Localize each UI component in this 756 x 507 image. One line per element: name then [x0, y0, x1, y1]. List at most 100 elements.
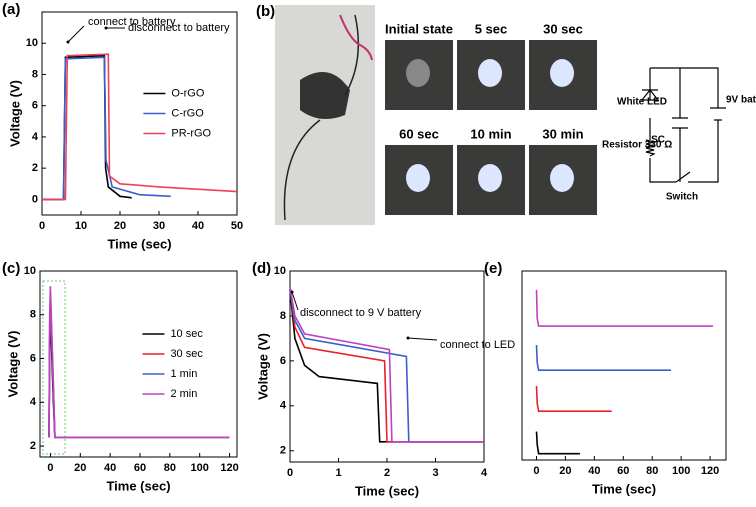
photo-wire	[283, 14, 360, 221]
panel-label: (c)	[2, 260, 20, 277]
led-glow	[478, 164, 502, 192]
plot-frame	[41, 11, 238, 216]
panel-label: (e)	[484, 260, 502, 277]
led-glow	[550, 59, 574, 87]
legend-label: C-rGO	[171, 107, 204, 119]
plot-frame	[39, 270, 238, 458]
y-tick-label: 2	[280, 445, 286, 457]
series-line	[289, 286, 484, 443]
x-tick-label: 30	[153, 220, 165, 232]
x-tick-label: 80	[646, 465, 658, 477]
x-axis-label: Time (sec)	[106, 478, 170, 493]
led-glow	[406, 164, 430, 192]
panel-label: (d)	[252, 260, 271, 277]
x-tick-label: 4	[481, 467, 488, 479]
series-line	[42, 54, 132, 201]
y-tick-label: 0	[32, 193, 38, 205]
zoom-box	[42, 280, 66, 455]
x-tick-label: 20	[74, 462, 86, 474]
panel-label: (b)	[256, 3, 275, 20]
x-tick-label: 60	[617, 465, 629, 477]
x-axis-label: Time (sec)	[592, 481, 656, 496]
y-tick-label: 8	[30, 309, 36, 321]
y-tick-label: 4	[32, 131, 39, 143]
series-line	[48, 286, 230, 439]
y-tick-label: 2	[30, 440, 36, 452]
circuit-label: Resistor 330 Ω	[602, 140, 672, 151]
annotation: connect to battery	[88, 16, 176, 28]
annotation: disconnect to battery	[128, 22, 230, 34]
y-tick-label: 4	[30, 396, 37, 408]
series-line	[42, 53, 238, 201]
x-tick-label: 120	[220, 462, 238, 474]
annotation-arrow	[291, 291, 299, 311]
circuit-label: SC	[651, 135, 665, 146]
series-line	[42, 56, 171, 201]
photo-detail	[300, 72, 350, 119]
series-line	[535, 431, 580, 455]
x-tick-label: 1	[335, 467, 341, 479]
x-tick-label: 0	[39, 220, 45, 232]
x-axis-label: Time (sec)	[355, 483, 419, 498]
x-tick-label: 3	[432, 467, 438, 479]
series-line	[48, 297, 230, 439]
led-glow	[550, 164, 574, 192]
x-tick-label: 50	[231, 220, 243, 232]
circuit-label: White LED	[617, 97, 667, 108]
y-tick-label: 2	[32, 162, 38, 174]
circuit-label: Switch	[666, 192, 698, 203]
photo-caption: 5 sec	[475, 21, 508, 36]
panel-label: (a)	[2, 1, 20, 18]
y-tick-label: 6	[280, 355, 286, 367]
x-tick-label: 2	[384, 467, 390, 479]
photo-caption: 30 min	[542, 126, 583, 141]
legend-label: 10 sec	[170, 328, 203, 340]
annotation-arrow	[67, 25, 85, 43]
legend-label: 30 sec	[170, 348, 203, 360]
y-tick-label: 6	[30, 352, 36, 364]
led-glow	[478, 59, 502, 87]
arrow-head	[406, 336, 410, 340]
circuit	[640, 67, 726, 183]
series-line	[289, 288, 484, 443]
y-axis-label: Voltage (V)	[255, 333, 270, 400]
y-tick-label: 10	[26, 37, 38, 49]
arrow-head	[104, 26, 108, 30]
series-line	[535, 385, 612, 412]
x-tick-label: 100	[672, 465, 690, 477]
arrow-head	[290, 290, 294, 294]
series-line	[48, 292, 230, 439]
x-tick-label: 10	[75, 220, 87, 232]
legend-label: O-rGO	[171, 87, 204, 99]
x-tick-label: 60	[134, 462, 146, 474]
legend-label: 2 min	[170, 388, 197, 400]
x-tick-label: 0	[47, 462, 53, 474]
circuit-label: 9V battery	[726, 95, 756, 106]
x-tick-label: 120	[701, 465, 719, 477]
photo-caption: 30 sec	[543, 21, 583, 36]
x-tick-label: 40	[104, 462, 116, 474]
annotation-arrow	[407, 337, 438, 341]
photo-grid: Initial state 5 sec 30 sec 60 sec 10 min 30 m…	[385, 21, 597, 215]
annotation: disconnect to 9 V battery	[300, 307, 422, 319]
x-tick-label: 0	[287, 467, 293, 479]
y-axis-label: Voltage (V)	[5, 331, 20, 398]
y-tick-label: 6	[32, 100, 38, 112]
y-tick-label: 4	[280, 400, 287, 412]
legend-label: PR-rGO	[171, 127, 211, 139]
x-axis-label: Time (sec)	[107, 236, 171, 251]
arrow-head	[66, 40, 70, 44]
led-glow	[406, 59, 430, 87]
y-axis-label: Voltage (V)	[7, 80, 22, 147]
x-tick-label: 80	[164, 462, 176, 474]
photo-caption: Initial state	[385, 21, 453, 36]
photo-caption: 60 sec	[399, 126, 439, 141]
x-tick-label: 20	[559, 465, 571, 477]
photo-wire	[339, 14, 373, 61]
series-line	[535, 344, 671, 371]
plot-frame	[521, 270, 727, 461]
photo-caption: 10 min	[470, 126, 511, 141]
x-tick-label: 40	[588, 465, 600, 477]
x-tick-label: 40	[192, 220, 204, 232]
